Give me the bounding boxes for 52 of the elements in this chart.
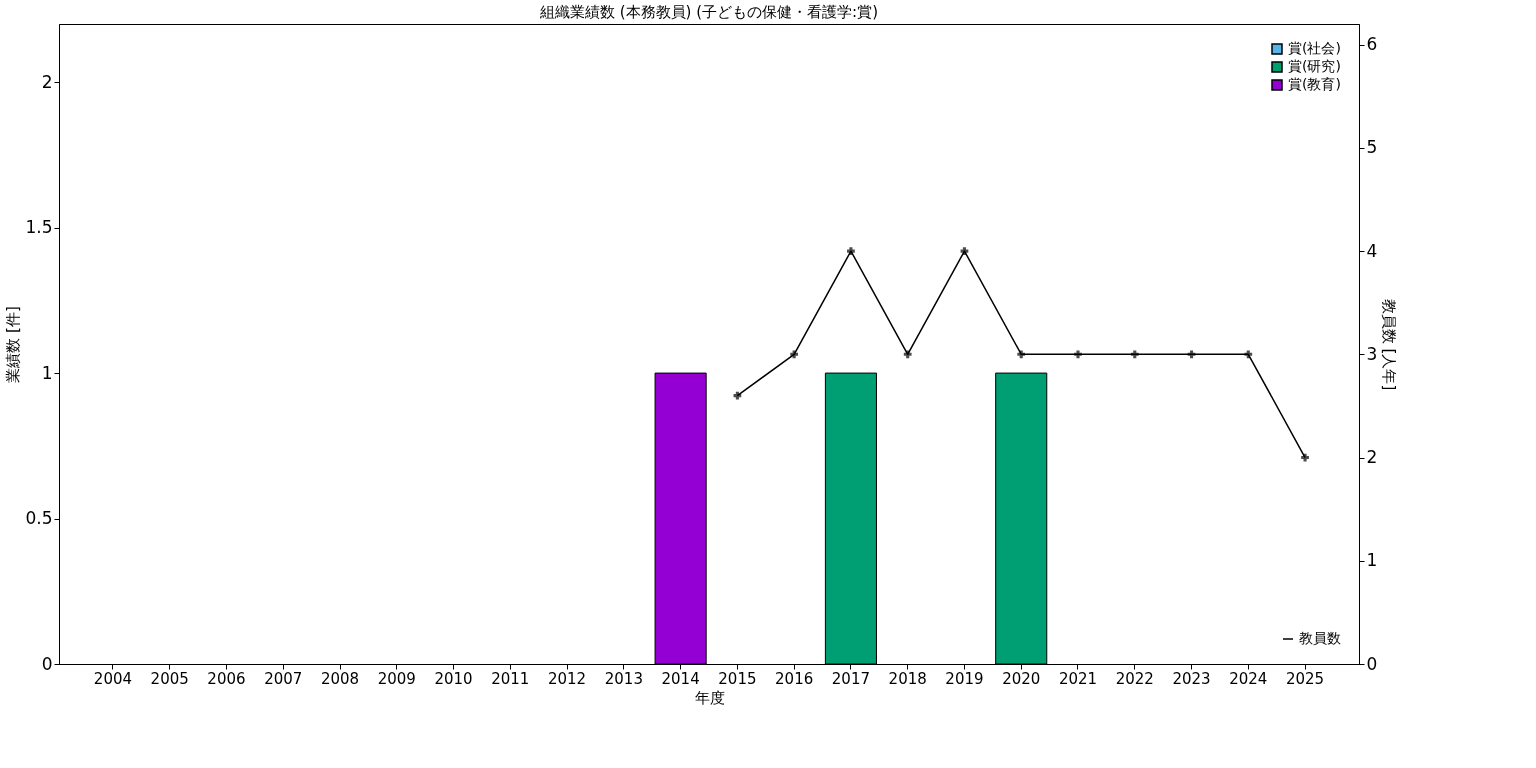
x-tick-label: 2009 <box>377 669 416 688</box>
x-tick-label: 2011 <box>491 669 530 688</box>
x-tick-label: 2018 <box>888 669 927 688</box>
x-tick-label: 2012 <box>547 669 587 688</box>
y2-tick-label: 2 <box>1366 447 1378 468</box>
x-tick-label: 2014 <box>661 669 700 688</box>
x-tick-label: 2023 <box>1172 669 1211 688</box>
y2-tick-label: 3 <box>1366 343 1378 364</box>
point <box>1187 350 1196 359</box>
point <box>790 350 799 359</box>
x-tick-label: 2025 <box>1285 669 1325 688</box>
x-tick-label: 2016 <box>775 669 814 688</box>
y2-tick-label: 5 <box>1366 137 1378 158</box>
x-tick-label: 2006 <box>207 669 246 688</box>
y-tick-label: 1 <box>41 362 53 383</box>
y-axis-title: 業績数 [件] <box>4 306 23 383</box>
x-tick-label: 2008 <box>320 669 360 688</box>
point <box>847 247 855 255</box>
x-tick-label: 2024 <box>1229 669 1268 688</box>
y2-tick-label: 6 <box>1366 34 1378 55</box>
point <box>1244 350 1253 359</box>
x-tick-label: 2021 <box>1058 669 1098 688</box>
point <box>960 247 969 255</box>
point <box>1017 350 1026 359</box>
x-tick-label: 2020 <box>1002 669 1041 688</box>
point <box>1130 350 1139 359</box>
x-tick-label: 2022 <box>1115 669 1154 688</box>
y-tick-label: 2 <box>41 71 53 92</box>
y-tick-label: 0 <box>41 653 53 674</box>
x-tick-label: 2013 <box>604 669 643 688</box>
chart-title: 組織業績数 (本務教員) (子どもの保健・看護学:賞) <box>539 3 878 21</box>
x-tick-label: 2004 <box>93 669 133 688</box>
x-tick-label: 2017 <box>831 669 871 688</box>
y-tick-label: 0.5 <box>25 508 53 529</box>
y2-axis-title: 教員数 [人年] <box>1380 298 1399 391</box>
y-tick-label: 1.5 <box>25 217 53 238</box>
x-tick-label: 2007 <box>264 669 303 688</box>
x-axis-title: 年度 <box>694 688 725 707</box>
y2-tick-label: 4 <box>1366 240 1378 261</box>
legend-label: 教員数 <box>1299 630 1341 646</box>
legend-label: 賞(社会) <box>1288 40 1341 56</box>
x-tick-label: 2005 <box>150 669 189 688</box>
y2-tick-label: 0 <box>1366 653 1378 674</box>
y2-tick-label: 1 <box>1366 550 1378 571</box>
point <box>903 350 912 359</box>
point <box>1074 350 1082 359</box>
x-tick-label: 2019 <box>945 669 984 688</box>
x-tick-label: 2015 <box>718 669 757 688</box>
x-tick-label: 2010 <box>434 669 473 688</box>
legend-label: 賞(教育) <box>1288 76 1341 92</box>
legend-label: 賞(研究) <box>1288 58 1341 74</box>
point <box>1301 453 1309 462</box>
